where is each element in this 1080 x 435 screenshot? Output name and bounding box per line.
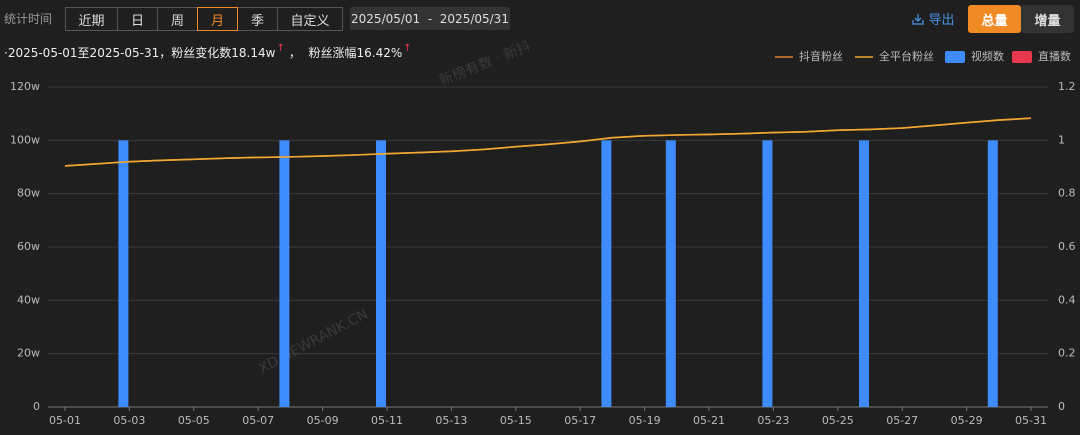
y-tick-label: 100w [10, 133, 40, 146]
x-tick-label: 05-05 [178, 414, 210, 427]
x-tick-label: 05-09 [307, 414, 339, 427]
x-tick-label: 05-29 [951, 414, 983, 427]
y-tick-label: 40w [17, 293, 40, 306]
x-tick-label: 05-19 [629, 414, 661, 427]
export-button[interactable]: 导出 [908, 7, 958, 30]
watermark: XD.NEWRANK.CN [256, 306, 370, 377]
date-range[interactable]: 2025/05/01 - 2025/05/31 [350, 7, 510, 30]
x-tick-label: 05-11 [371, 414, 403, 427]
y2-tick-label: 0 [1058, 400, 1065, 413]
bar [118, 140, 129, 408]
x-tick-label: 05-17 [564, 414, 596, 427]
up-arrow: ↑ [276, 42, 285, 54]
y-tick-label: 20w [17, 347, 40, 360]
line [64, 117, 1032, 167]
legend-swatch [945, 51, 965, 63]
y-tick-label: 60w [17, 240, 40, 253]
y2-tick-label: 0.4 [1058, 293, 1076, 306]
y2-tick-label: 1.2 [1058, 80, 1076, 93]
bar [665, 140, 676, 408]
watermark: 新榜有数 · 新抖 [437, 37, 534, 89]
x-tick-label: 05-23 [757, 414, 789, 427]
export-text: 导出 [928, 13, 955, 28]
legend-label: 全平台粉丝 [879, 49, 934, 63]
toolbar-label: 统计时间 [4, 12, 53, 26]
export-icon [912, 13, 925, 25]
x-tick-label: 05-03 [113, 414, 145, 427]
mode-button[interactable]: 增量 [1021, 5, 1074, 33]
x-tick-label: 05-21 [693, 414, 725, 427]
period-button[interactable]: 日 [117, 7, 158, 31]
x-tick-label: 05-15 [500, 414, 532, 427]
x-tick-label: 05-27 [886, 414, 918, 427]
period-button[interactable]: 近期 [65, 7, 118, 31]
up-arrow: ↑ [403, 42, 412, 54]
y-tick-label: 80w [17, 187, 40, 200]
y-tick-label: 120w [10, 80, 40, 93]
summary: ·2025-05-01至2025-05-31，粉丝变化数18.14w ↑ ， 粉丝… [4, 42, 412, 62]
x-tick-label: 05-13 [435, 414, 467, 427]
x-tick-label: 05-31 [1015, 414, 1047, 427]
y2-tick-label: 1 [1058, 133, 1065, 146]
y2-tick-label: 0.2 [1058, 347, 1076, 360]
y2-tick-label: 0.8 [1058, 187, 1076, 200]
bar [762, 140, 773, 408]
period-button[interactable]: 周 [157, 7, 198, 31]
legend-label: 视频数 [971, 49, 1004, 63]
mode-button[interactable]: 总量 [968, 5, 1021, 33]
bar [601, 140, 612, 408]
legend-swatch [1012, 51, 1032, 63]
period-button[interactable]: 自定义 [277, 7, 343, 31]
bar [279, 140, 290, 408]
period-button[interactable]: 季 [237, 7, 278, 31]
bar [987, 140, 998, 408]
legend-label: 直播数 [1038, 49, 1071, 63]
y2-tick-label: 0.6 [1058, 240, 1076, 253]
bar [376, 140, 386, 408]
bar [859, 140, 869, 408]
x-tick-label: 05-25 [822, 414, 854, 427]
summary-rate: ， 粉丝涨幅16.42% [288, 45, 403, 60]
y-tick-label: 0 [33, 400, 40, 413]
period-button[interactable]: 月 [197, 7, 238, 31]
x-tick-label: 05-01 [49, 414, 81, 427]
summary-change: ·2025-05-01至2025-05-31，粉丝变化数18.14w [4, 45, 276, 60]
x-tick-label: 05-07 [242, 414, 274, 427]
legend-label: 抖音粉丝 [799, 49, 843, 63]
